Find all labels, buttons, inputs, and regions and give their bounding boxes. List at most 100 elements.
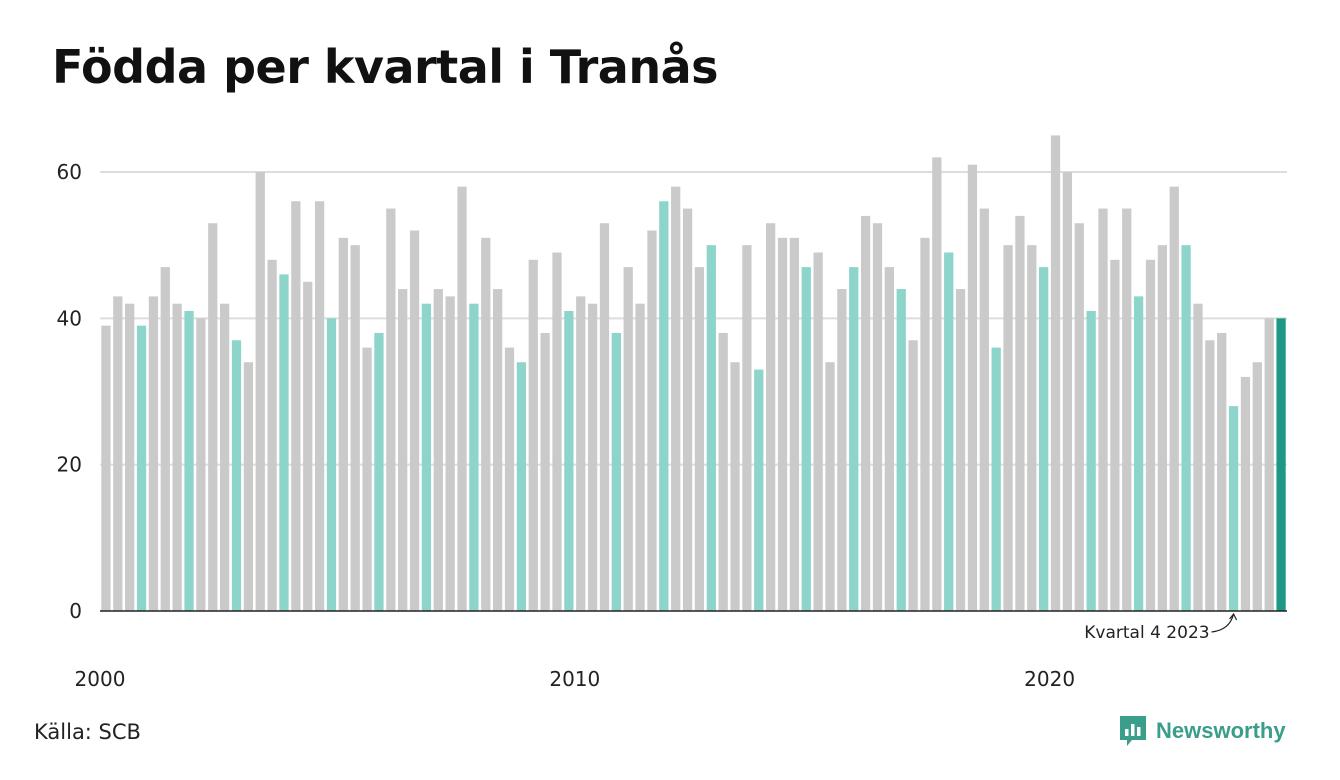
y-tick-label: 60 (57, 160, 82, 184)
bar (955, 289, 966, 611)
bar (243, 362, 254, 611)
bar (1098, 208, 1108, 612)
bar (208, 223, 218, 611)
bar (1086, 311, 1096, 611)
bar (386, 208, 396, 612)
y-tick-label: 40 (57, 306, 82, 330)
bar (1193, 303, 1203, 611)
bar (279, 274, 289, 611)
bar (849, 267, 859, 611)
bar (374, 332, 384, 611)
bar (659, 201, 669, 611)
bar (884, 267, 894, 611)
bar (1039, 267, 1049, 611)
bar (148, 296, 159, 611)
bar (837, 289, 847, 611)
gridlines (100, 171, 1287, 466)
bar (635, 303, 645, 611)
bar (872, 223, 883, 611)
bar (172, 303, 182, 611)
bar (944, 252, 954, 611)
bar (920, 237, 930, 611)
bar (564, 311, 574, 611)
bar (1003, 245, 1013, 611)
bar (967, 164, 978, 611)
bar (540, 332, 550, 611)
bar (314, 201, 325, 611)
bar (1240, 376, 1251, 611)
bar (742, 245, 752, 611)
x-axis-ticks: 2000 2010 2020 (75, 667, 1076, 691)
chart-title: Födda per kvartal i Tranås (52, 40, 719, 94)
bar (1252, 362, 1262, 611)
bar (481, 237, 491, 611)
bar (932, 157, 942, 611)
bar (789, 237, 800, 611)
bar (493, 289, 503, 611)
bar (671, 186, 681, 611)
bar (303, 281, 313, 611)
bar (587, 303, 598, 611)
bar (825, 362, 835, 611)
bar (552, 252, 562, 611)
bar (623, 267, 633, 611)
bar (433, 289, 443, 611)
bar (1264, 318, 1274, 611)
bar (694, 267, 705, 611)
bar (469, 303, 479, 611)
bar (647, 230, 657, 612)
bar (1015, 215, 1025, 611)
bar (754, 369, 764, 611)
bar (421, 303, 432, 611)
y-axis-ticks: 0 20 40 60 (57, 160, 82, 623)
bar (338, 237, 348, 611)
bar (801, 267, 811, 611)
bar (611, 332, 621, 611)
bar (350, 245, 360, 611)
bar (196, 318, 206, 611)
bar (516, 362, 527, 611)
bar (267, 259, 277, 611)
bar (160, 267, 170, 611)
bar (1074, 223, 1084, 611)
bar (113, 296, 123, 611)
bar (1145, 259, 1156, 611)
bar (908, 340, 918, 611)
bar (991, 347, 1001, 611)
bar (362, 347, 372, 611)
latest-annotation: Kvartal 4 2023 (1084, 612, 1238, 643)
bar (1027, 245, 1037, 611)
bar (1133, 296, 1144, 611)
bar (101, 325, 111, 611)
x-tick-label: 2020 (1024, 667, 1075, 691)
bar (1169, 186, 1179, 611)
y-tick-label: 0 (69, 599, 82, 623)
bar (457, 186, 467, 611)
bar (1157, 245, 1167, 611)
x-tick-label: 2000 (75, 667, 126, 691)
y-tick-label: 20 (57, 453, 82, 477)
bar (398, 289, 408, 611)
bar (504, 347, 515, 611)
brand-name: Newsworthy (1156, 718, 1286, 743)
bar (255, 172, 265, 611)
bar (718, 332, 728, 611)
annotation-label: Kvartal 4 2023 (1084, 623, 1209, 643)
bar (1062, 172, 1073, 611)
brand-logo: Newsworthy (1118, 714, 1286, 748)
bar (1110, 259, 1120, 611)
bar (1276, 318, 1286, 611)
bar (682, 208, 693, 612)
source-note: Källa: SCB (34, 720, 141, 744)
annotation-arrow (1211, 612, 1238, 633)
newsworthy-logo-icon (1120, 716, 1146, 746)
bar (1228, 406, 1239, 611)
bar (777, 237, 788, 611)
bar (184, 311, 194, 611)
bar (730, 362, 740, 611)
bar (576, 296, 586, 611)
bar (1205, 340, 1215, 611)
bar (231, 340, 242, 611)
bar (979, 208, 989, 612)
